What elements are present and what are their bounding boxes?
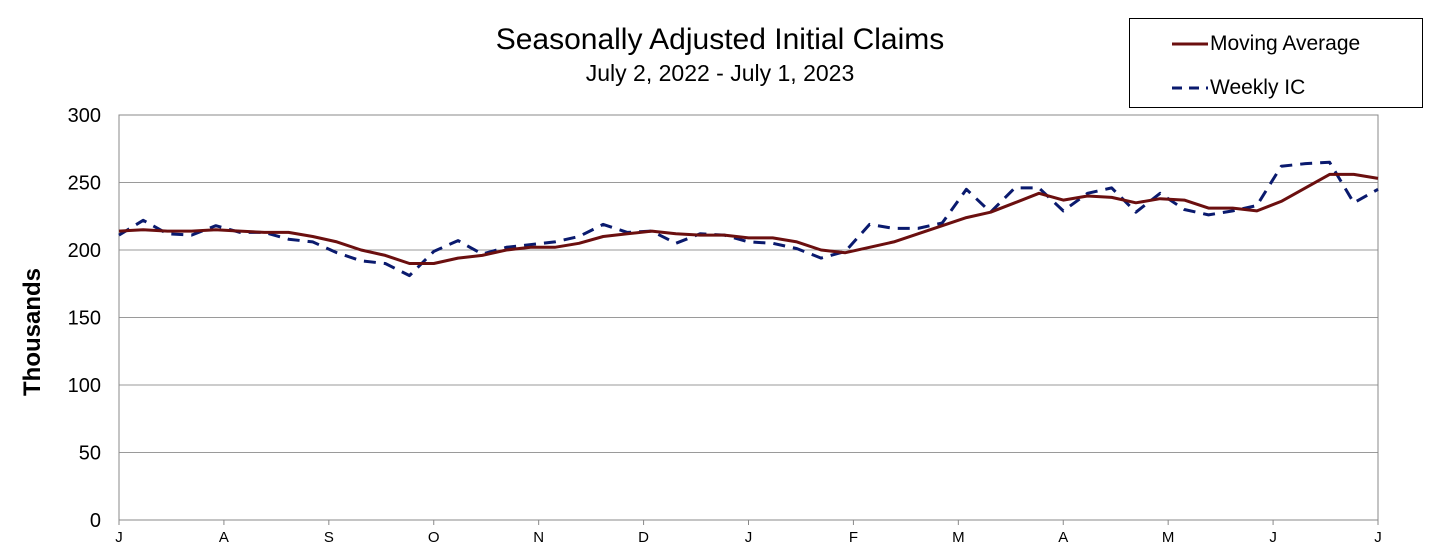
legend-swatch-weekly-ic — [1172, 86, 1208, 90]
legend-label-moving-average: Moving Average — [1210, 32, 1361, 55]
y-tick-label: 100 — [68, 375, 101, 397]
series-line-moving-average — [118, 172, 1379, 265]
y-tick-label: 0 — [90, 510, 101, 532]
x-tick-label: O — [428, 529, 440, 546]
y-tick-label: 50 — [79, 443, 101, 465]
x-tick-label: M — [1162, 529, 1175, 546]
y-axis-label: Thousands — [19, 268, 46, 396]
y-tick-label: 250 — [68, 173, 101, 195]
y-tick-label: 150 — [68, 308, 101, 330]
legend-swatch-moving-average — [1172, 42, 1208, 46]
x-tick-label: N — [533, 529, 544, 546]
x-tick-label: M — [952, 529, 965, 546]
grid-lines — [119, 114, 1378, 521]
chart-subtitle: July 2, 2022 - July 1, 2023 — [585, 60, 855, 86]
x-tick-label: S — [324, 529, 334, 546]
series-lines — [118, 160, 1379, 278]
x-tick-label: A — [1058, 529, 1068, 546]
chart-title: Seasonally Adjusted Initial Claims — [495, 23, 945, 56]
x-tick-label: J — [115, 529, 123, 546]
y-axis: 0 50 100 150 200 250 300 — [68, 105, 101, 532]
x-tick-label: D — [638, 529, 649, 546]
x-tick-label: J — [1374, 529, 1382, 546]
y-tick-label: 200 — [68, 240, 101, 262]
series-line-weekly-ic — [118, 160, 1379, 278]
x-tick-label: J — [745, 529, 753, 546]
legend-label-weekly-ic: Weekly IC — [1210, 76, 1306, 99]
legend: Moving Average Weekly IC — [1129, 18, 1423, 108]
x-tick-label: J — [1269, 529, 1277, 546]
x-tick-label: F — [849, 529, 858, 546]
x-tick-label: A — [219, 529, 229, 546]
y-tick-label: 300 — [68, 105, 101, 127]
